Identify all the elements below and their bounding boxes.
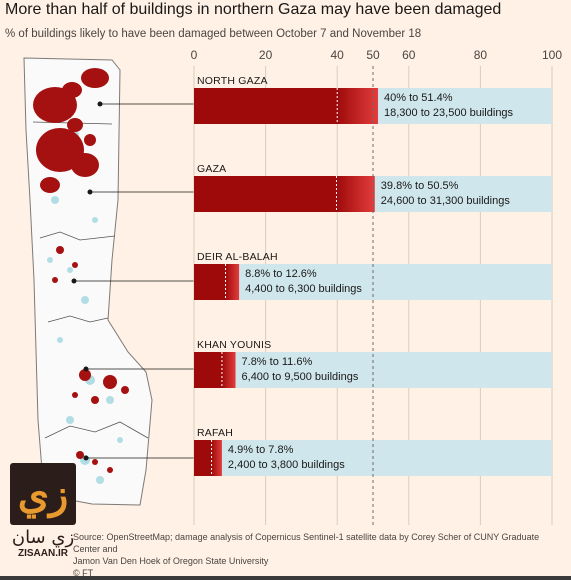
tick-label: 0	[190, 48, 198, 62]
watermark-logo: زي زي سان ZISAAN.IR	[10, 463, 76, 575]
buildings-text: 4,400 to 6,300 buildings	[245, 283, 362, 295]
data-label: 8.8% to 12.6% 4,400 to 6,300 buildings	[245, 267, 362, 297]
category-label: KHAN YOUNIS	[197, 339, 272, 351]
logo-mark: زي	[10, 463, 76, 525]
logo-script: زي	[17, 471, 69, 518]
source-line-2: Jamon Van Den Hoek of Oregon State Unive…	[73, 556, 269, 566]
data-label: 4.9% to 7.8% 2,400 to 3,800 buildings	[228, 443, 345, 473]
logo-name: زي سان	[11, 527, 75, 548]
chart-subtitle: % of buildings likely to have been damag…	[5, 28, 422, 40]
data-label: 7.8% to 11.6% 6,400 to 9,500 buildings	[242, 355, 359, 385]
category-label: NORTH GAZA	[197, 75, 268, 87]
category-label: RAFAH	[197, 427, 234, 439]
bar	[194, 264, 240, 300]
tick-label: 60	[402, 48, 416, 62]
gaza-map	[23, 57, 194, 506]
bottom-strip	[0, 576, 571, 580]
bar	[194, 88, 379, 124]
tick-label: 40	[330, 48, 344, 62]
buildings-text: 24,600 to 31,300 buildings	[380, 195, 510, 207]
tick-label: 80	[473, 48, 488, 62]
source-line-1: Source: OpenStreetMap; damage analysis o…	[73, 532, 540, 554]
tick-label: 20	[258, 48, 273, 62]
range-text: 39.8% to 50.5%	[380, 180, 459, 192]
bar-track	[194, 352, 552, 388]
range-text: 7.8% to 11.6%	[241, 356, 313, 368]
range-text: 4.9% to 7.8%	[227, 444, 294, 456]
data-label: 40% to 51.4% 18,300 to 23,500 buildings	[384, 91, 513, 121]
source-line-3: © FT	[73, 568, 94, 578]
data-label: 39.8% to 50.5% 24,600 to 31,300 buildings	[381, 179, 510, 209]
category-label: GAZA	[197, 163, 227, 175]
category-label: DEIR AL-BALAH	[197, 251, 278, 263]
logo-domain: ZISAAN.IR	[18, 548, 68, 559]
bar	[194, 176, 375, 212]
range-text: 8.8% to 12.6%	[245, 268, 317, 280]
buildings-text: 6,400 to 9,500 buildings	[241, 371, 359, 383]
bar	[194, 352, 236, 388]
range-text: 40% to 51.4%	[384, 92, 453, 104]
source-note: Source: OpenStreetMap; damage analysis o…	[5, 531, 565, 579]
chart-title: More than half of buildings in northern …	[5, 1, 502, 18]
tick-label: 100	[541, 48, 563, 62]
tick-label: 50	[366, 48, 380, 62]
buildings-text: 18,300 to 23,500 buildings	[384, 107, 514, 119]
buildings-text: 2,400 to 3,800 buildings	[227, 459, 345, 471]
bar	[194, 440, 222, 476]
